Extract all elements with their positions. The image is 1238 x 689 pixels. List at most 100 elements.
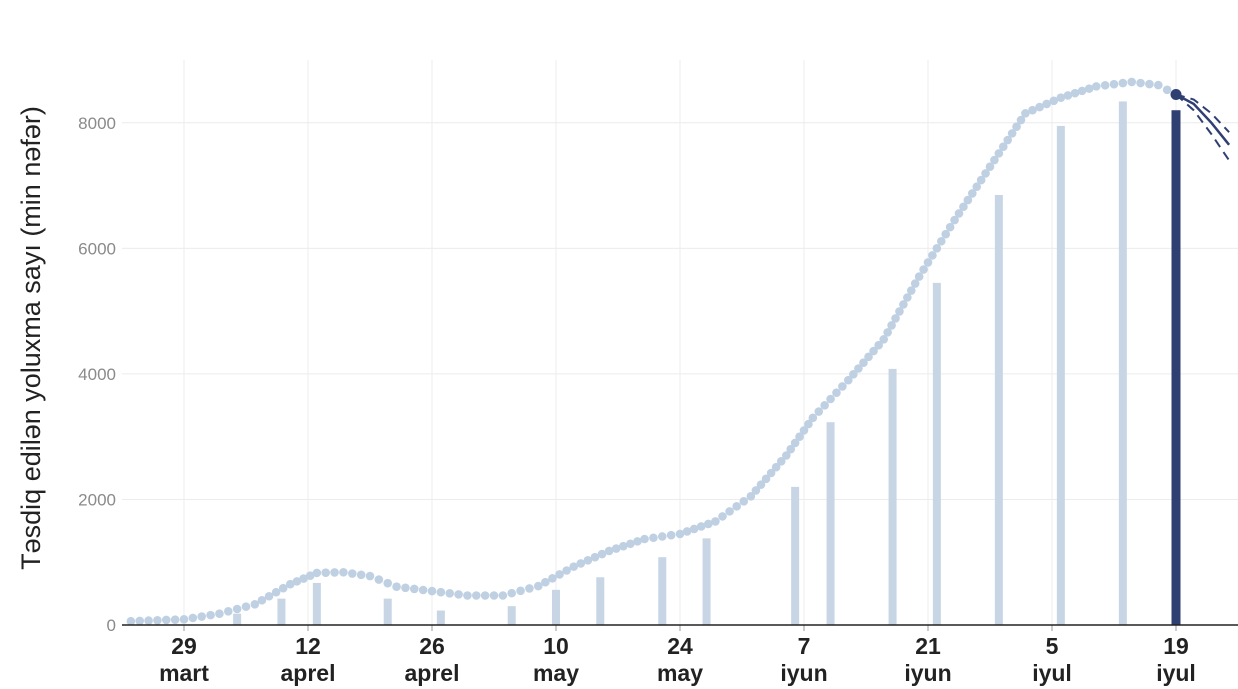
trend-point	[144, 616, 153, 625]
y-tick-label: 6000	[78, 239, 116, 258]
trend-point	[808, 413, 818, 423]
bar	[1056, 125, 1065, 626]
trend-point	[1127, 77, 1137, 87]
trend-point	[771, 462, 781, 472]
trend-point	[569, 562, 579, 571]
trend-point	[732, 502, 741, 511]
x-tick-label-day: 29	[171, 633, 197, 659]
y-tick-labels: 0 2000 4000 6000 8000	[78, 114, 116, 635]
trend-point	[718, 512, 727, 521]
trend-point	[895, 307, 904, 316]
trend-point	[321, 568, 331, 577]
trend-point	[576, 559, 586, 568]
bar	[436, 610, 445, 625]
trend-point	[489, 591, 499, 600]
trend-point	[1162, 85, 1172, 95]
trend-point	[454, 590, 463, 599]
trend-point	[330, 568, 339, 577]
x-tick-label-month: aprel	[405, 660, 460, 686]
trend-point	[963, 195, 973, 205]
trend-point	[914, 272, 924, 281]
bar	[596, 577, 605, 625]
y-tick-label: 0	[107, 616, 116, 635]
trend-point	[626, 539, 635, 549]
trend-point	[826, 394, 835, 404]
trend-point	[704, 519, 713, 529]
trend-point	[682, 527, 692, 536]
trend-point	[790, 438, 800, 448]
trend-point	[928, 251, 937, 260]
bar	[277, 598, 286, 625]
trend-point	[696, 522, 706, 531]
bar	[312, 582, 321, 625]
trend-point	[1077, 86, 1087, 96]
trend-point	[1021, 109, 1030, 118]
trend-series	[126, 77, 1182, 626]
trend-point	[1042, 99, 1051, 109]
trend-point	[972, 182, 982, 192]
trend-point	[854, 364, 863, 373]
bar	[507, 606, 516, 625]
trend-point	[232, 604, 242, 614]
trend-point	[633, 537, 642, 546]
trend-point	[879, 335, 889, 344]
forecast-lower-line	[1175, 93, 1230, 161]
trend-point	[250, 599, 260, 609]
bar	[932, 282, 941, 625]
forecast-series	[1175, 93, 1231, 161]
trend-point	[804, 419, 813, 429]
trend-point	[299, 574, 308, 583]
trend-point	[525, 584, 534, 593]
trend-point	[923, 258, 933, 267]
trend-point	[1091, 82, 1101, 91]
trend-point	[981, 169, 990, 178]
forecast-line	[1175, 93, 1231, 146]
trend-point	[869, 346, 878, 356]
trend-point	[365, 571, 375, 581]
y-tick-label: 4000	[78, 365, 116, 384]
x-tick-label-day: 12	[295, 633, 321, 659]
trend-point	[864, 352, 873, 362]
trend-point	[562, 566, 571, 575]
trend-point	[1136, 78, 1145, 88]
trend-point	[967, 189, 977, 198]
trend-point	[339, 567, 348, 577]
trend-point	[910, 279, 920, 288]
trend-point	[1100, 80, 1110, 90]
trend-point	[312, 568, 322, 578]
trend-point	[590, 552, 600, 562]
bar	[1118, 101, 1127, 625]
trend-point	[305, 571, 315, 581]
bar	[888, 368, 897, 625]
y-tick-label: 2000	[78, 490, 116, 509]
x-tick-label-month: may	[533, 660, 579, 686]
trend-point	[739, 497, 749, 506]
trend-point	[675, 529, 685, 539]
trend-point	[292, 577, 302, 586]
trend-point	[657, 532, 667, 541]
trend-point	[786, 444, 796, 454]
trend-point	[374, 575, 384, 584]
trend-point	[436, 587, 446, 597]
bar	[383, 598, 392, 625]
trend-point	[548, 573, 557, 583]
trend-point	[257, 595, 267, 605]
x-tick-label-month: mart	[159, 660, 209, 686]
trend-point	[887, 321, 896, 330]
trend-point	[179, 615, 189, 624]
x-tick-label-day: 5	[1046, 633, 1059, 659]
trend-point	[761, 474, 771, 484]
trend-point	[932, 244, 942, 253]
trend-point	[959, 202, 968, 212]
trend-point	[640, 534, 649, 544]
trend-point	[480, 591, 490, 600]
trend-point	[849, 370, 858, 379]
trend-point	[1003, 135, 1013, 145]
x-tick-label-day: 26	[419, 633, 445, 659]
trend-point	[285, 579, 295, 589]
trend-point	[583, 556, 593, 565]
trend-point	[241, 602, 251, 611]
trend-point	[445, 588, 455, 598]
trend-point	[223, 607, 233, 616]
trend-point	[941, 229, 951, 239]
